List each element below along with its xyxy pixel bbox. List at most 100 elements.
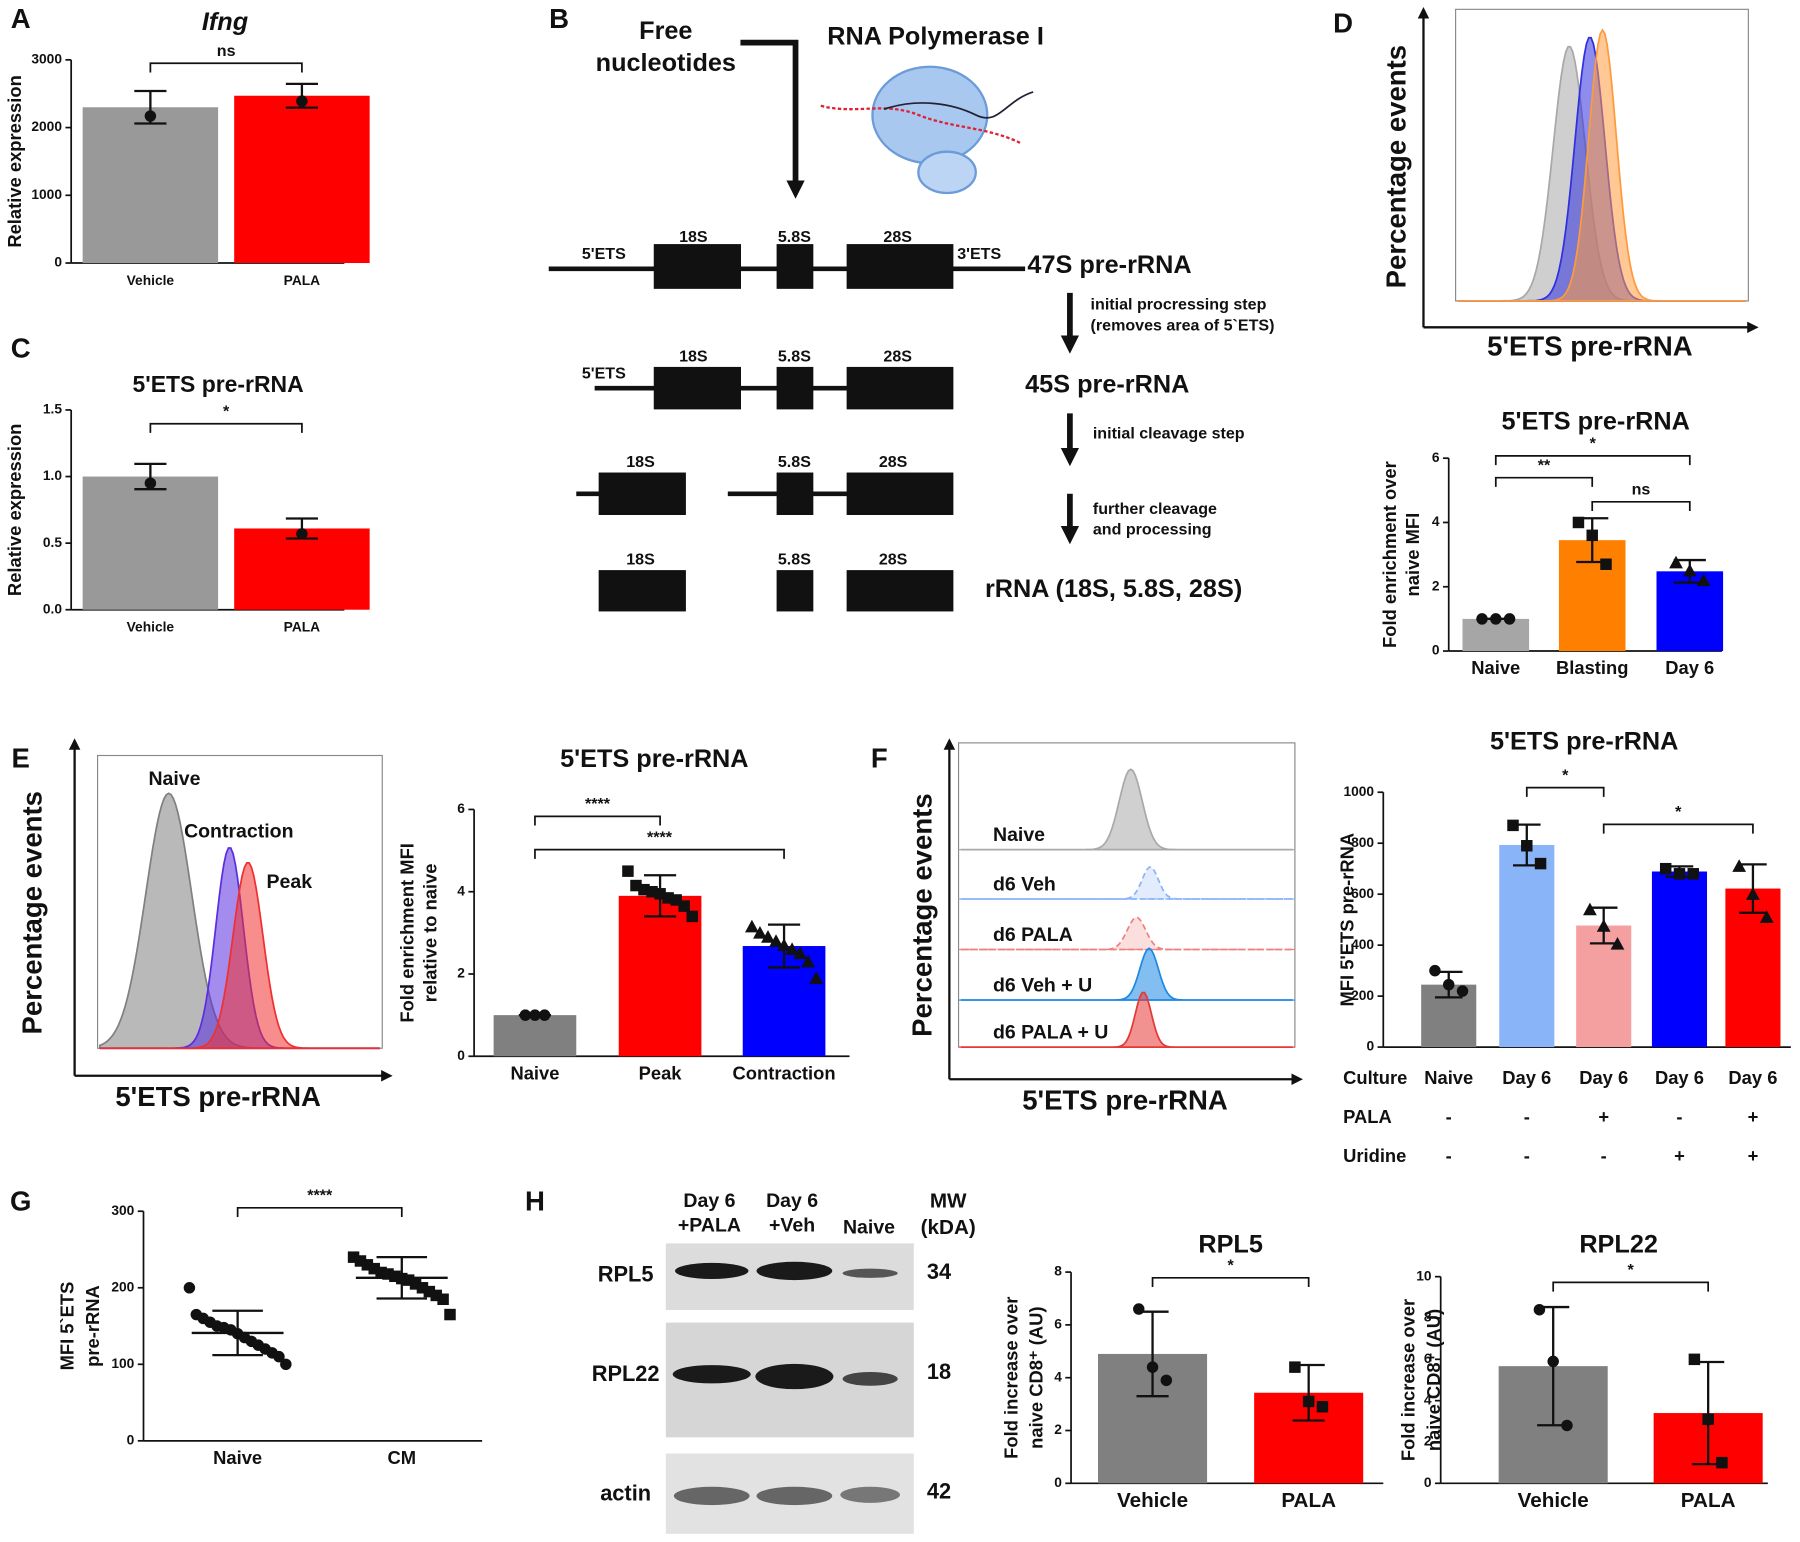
chart	[1434, 1275, 1768, 1485]
condition-value: -	[1524, 1106, 1530, 1127]
y-axis-label: pre-rRNA	[82, 1285, 103, 1367]
data-point	[361, 1259, 374, 1271]
segment-label: 5.8S	[778, 347, 811, 365]
significance-bracket	[1494, 476, 1594, 487]
data-point	[273, 1350, 285, 1363]
lane-label: Day 6	[766, 1190, 818, 1212]
data-point	[1456, 985, 1469, 997]
significance-bracket	[1151, 1276, 1310, 1288]
y-axis-label: Fold increase over	[1000, 1297, 1021, 1459]
segment-label: 18S	[679, 347, 708, 365]
segment-label: 18S	[679, 228, 708, 246]
panel-label: C	[11, 333, 31, 364]
data-point	[347, 1251, 360, 1263]
y-tick-label: 800	[1351, 835, 1374, 850]
segment-label: 5.8S	[778, 453, 811, 471]
condition-value: -	[1601, 1145, 1607, 1166]
x-tick-label: Peak	[639, 1062, 683, 1083]
data-point	[809, 971, 824, 984]
data-point	[793, 946, 808, 960]
x-tick-label: Day 6	[1502, 1067, 1551, 1088]
data-point	[368, 1262, 380, 1275]
y-axis-label: Fold enrichment MFI	[397, 843, 418, 1023]
data-point	[1561, 1419, 1573, 1432]
condition-value: -	[1524, 1145, 1530, 1166]
segment-label: 3'ETS	[957, 245, 1001, 263]
row-header: Uridine	[1343, 1145, 1406, 1166]
data-point	[1534, 857, 1547, 870]
mw-value: 18	[927, 1359, 951, 1384]
segment-label: 5.8S	[778, 551, 811, 569]
y-tick-label: 0	[1432, 643, 1440, 658]
data-point	[389, 1270, 401, 1283]
x-tick-label: Day 6	[1655, 1067, 1704, 1088]
significance-label: *	[223, 403, 230, 421]
y-tick-label: 3000	[31, 51, 62, 66]
significance-label: *	[1590, 435, 1597, 453]
row-header: Culture	[1343, 1067, 1407, 1088]
chart	[68, 738, 393, 1082]
rrna-name: 47S pre-rRNA	[1027, 251, 1191, 279]
mw-value: 42	[927, 1478, 951, 1503]
data-point	[1659, 862, 1672, 875]
x-tick-label: CM	[388, 1447, 417, 1468]
data-point	[1682, 563, 1697, 577]
x-axis-label: 5'ETS pre-rRNA	[115, 1081, 321, 1112]
data-point	[630, 879, 642, 892]
data-point	[686, 910, 698, 923]
data-point	[1547, 1355, 1559, 1368]
segment-label: 5.8S	[778, 228, 811, 246]
x-axis-label: 5'ETS pre-rRNA	[1487, 330, 1693, 361]
series-label: Peak	[267, 871, 313, 893]
x-tick-label: Vehicle	[1117, 1489, 1188, 1512]
data-point	[1746, 887, 1760, 900]
data-point	[437, 1293, 449, 1305]
data-point	[1302, 1395, 1315, 1408]
lane-label: Naive	[843, 1217, 895, 1239]
data-point	[1586, 529, 1598, 542]
condition-value: -	[1446, 1145, 1452, 1166]
protein-label: RPL5	[598, 1261, 654, 1286]
y-tick-label: 4	[1054, 1369, 1062, 1384]
x-tick-label: Naive	[1471, 657, 1520, 678]
arrow	[740, 39, 805, 199]
significance-bracket	[534, 815, 661, 826]
x-tick-label: Day 6	[1665, 657, 1714, 678]
y-tick-label: 600	[1351, 886, 1374, 901]
bar	[234, 528, 370, 610]
y-tick-label: 0	[54, 255, 62, 270]
chart	[65, 409, 370, 611]
data-point	[1583, 902, 1597, 916]
chart-title: Ifng	[202, 8, 248, 36]
data-point	[183, 1282, 196, 1294]
data-point	[1687, 868, 1699, 880]
y-axis-label: MFI 5`ETS	[57, 1282, 78, 1371]
y-tick-label: 0.5	[43, 535, 62, 550]
western-blot	[665, 1243, 914, 1534]
significance-bracket	[1552, 1281, 1710, 1292]
data-point	[753, 925, 767, 939]
histogram-curve	[960, 768, 1293, 851]
data-point	[678, 900, 690, 912]
y-tick-label: 8	[1054, 1264, 1062, 1279]
chart-title: 5'ETS pre-rRNA	[133, 371, 304, 397]
step-label: initial cleavage step	[1093, 424, 1245, 442]
y-axis-label: Relative expression	[4, 75, 25, 247]
y-tick-label: 200	[1351, 988, 1374, 1003]
y-tick-label: 6	[1054, 1317, 1062, 1332]
data-point	[538, 1009, 551, 1021]
y-axis-label: Percentage events	[17, 791, 48, 1034]
data-point	[1702, 1413, 1714, 1425]
data-point	[1160, 1374, 1173, 1387]
histogram-curve	[960, 991, 1293, 1048]
data-point	[654, 888, 666, 900]
data-point	[1572, 516, 1585, 529]
data-point	[761, 930, 775, 943]
mw-header: (kDA)	[921, 1216, 976, 1239]
rrna-diagram	[548, 39, 1080, 612]
y-axis-label: MFI 5'ETS pre-rRNA	[1337, 833, 1358, 1007]
series-label: Naive	[148, 768, 200, 790]
panel-label: E	[11, 742, 29, 773]
